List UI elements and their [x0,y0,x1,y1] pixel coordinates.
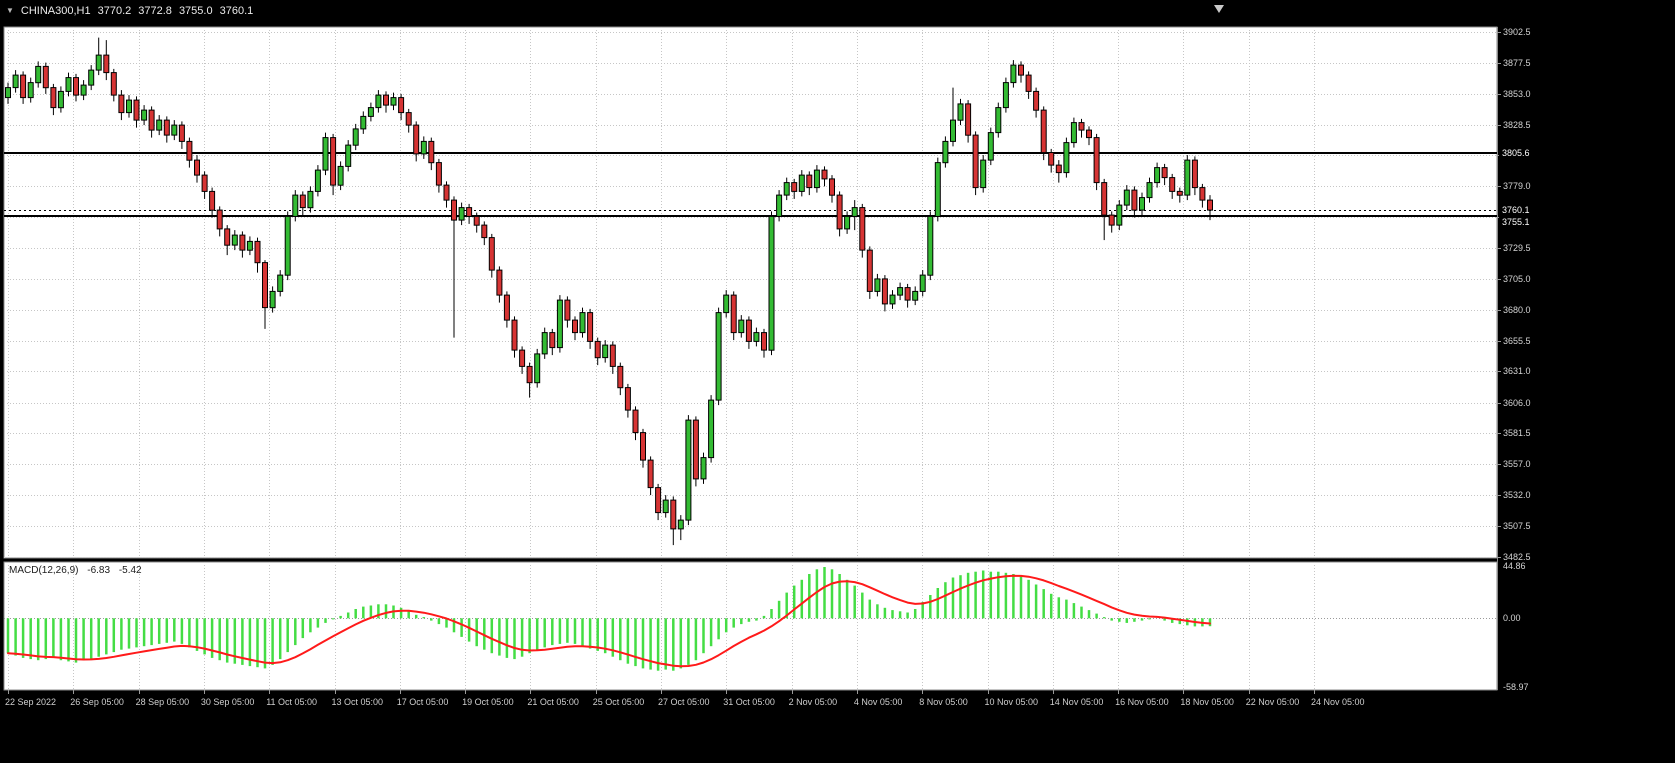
time-axis-label: 25 Oct 05:00 [592,697,645,707]
price-axis-label: 3902.5 [1503,27,1531,37]
price-axis-label: 3779.0 [1503,181,1531,192]
price-axis-label: 3680.0 [1503,305,1531,316]
time-axis[interactable]: 22 Sep 2022 26 Sep 05:00 28 Sep 05:00 30 Se… [0,690,1675,763]
price-tag: 3805.6 [1499,147,1533,160]
macd-axis-label: 0.00 [1503,613,1521,624]
time-axis-label: 22 Sep 2022 [5,697,57,707]
chart-shift-icon[interactable] [1214,5,1224,13]
price-axis-label: 3877.5 [1503,58,1531,69]
price-axis-label: 3532.0 [1503,490,1531,501]
time-axis-label: 27 Oct 05:00 [658,697,710,707]
time-axis-label: 31 Oct 05:00 [723,697,775,707]
macd-panel[interactable] [4,562,1497,690]
time-axis-label: 28 Sep 05:00 [135,697,190,707]
time-axis-label: 24 Nov 05:00 [1311,697,1365,707]
time-axis-label: 8 Nov 05:00 [919,697,968,707]
price-axis-label: 3631.0 [1503,366,1531,377]
time-axis-label: 30 Sep 05:00 [200,697,255,707]
macd-axis-label: -58.97 [1503,682,1529,692]
price-axis-label: 3482.5 [1503,552,1531,562]
price-axis-label: 3581.5 [1503,428,1531,439]
time-axis-label: 17 Oct 05:00 [396,697,449,707]
price-axis-label: 3507.5 [1503,520,1531,531]
macd-value: -6.83 [87,565,111,576]
price-tag: 3755.1 [1499,216,1533,228]
time-axis-label: 22 Nov 05:00 [1245,697,1300,707]
price-axis[interactable]: 3902.5 3877.5 3853.0 3828.5 3779.0 3729.5 3705… [1497,0,1675,763]
price-tag: 3760.1 [1499,204,1533,216]
time-axis-label: 4 Nov 05:00 [853,697,903,707]
symbol-info: ▼ CHINA300,H1 3770.2 3772.8 3755.0 3760.… [6,5,253,17]
time-axis-label: 2 Nov 05:00 [788,697,838,707]
time-axis-label: 10 Nov 05:00 [984,697,1039,707]
price-axis-label: 3705.0 [1503,273,1531,284]
price-axis-label: 3557.0 [1503,458,1531,469]
price-axis-label: 3828.5 [1503,119,1531,130]
time-axis-label: 16 Nov 05:00 [1115,697,1169,707]
time-axis-label: 21 Oct 05:00 [527,697,579,707]
ohlc-high: 3772.8 [138,5,172,17]
macd-signal-value: -5.42 [118,565,142,576]
time-axis-label: 14 Nov 05:00 [1049,697,1104,707]
symbol-dropdown-icon[interactable]: ▼ [6,5,14,15]
time-axis-label: 13 Oct 05:00 [331,697,384,707]
ohlc-low: 3755.0 [178,5,213,17]
macd-name: MACD(12,26,9) [9,565,79,576]
ohlc-open: 3770.2 [97,5,132,17]
time-axis-label: 19 Oct 05:00 [462,697,514,707]
symbol-label: CHINA300,H1 [20,5,91,17]
indicator-label: MACD(12,26,9) -6.83 -5.42 [9,565,148,576]
time-axis-label: 18 Nov 05:00 [1180,697,1234,707]
price-axis-label: 3606.0 [1503,397,1531,408]
macd-axis-label: 44.86 [1503,561,1526,571]
price-axis-label: 3655.5 [1503,335,1531,346]
price-axis-label: 3729.5 [1503,243,1531,254]
ohlc-close: 3760.1 [219,5,254,17]
time-axis-label: 11 Oct 05:00 [266,697,318,707]
time-axis-label: 26 Sep 05:00 [70,697,124,707]
price-panel[interactable] [4,27,1497,558]
price-axis-label: 3853.0 [1503,88,1531,99]
